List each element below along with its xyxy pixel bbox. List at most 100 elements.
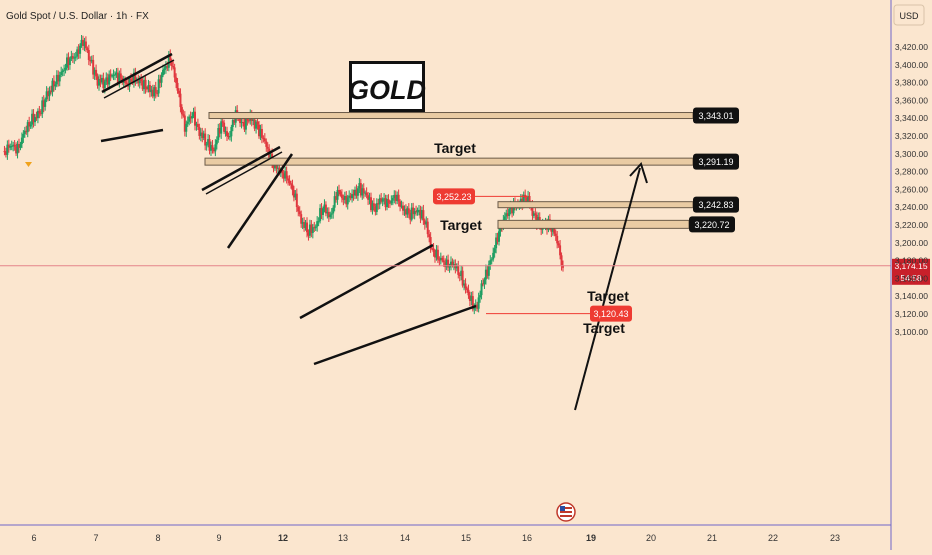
symbol-title[interactable]: Gold Spot / U.S. Dollar · 1h · FX xyxy=(6,11,149,22)
candle-body xyxy=(508,209,511,216)
candle-body xyxy=(162,69,164,76)
trendline-upper-1b xyxy=(103,59,175,99)
time-axis[interactable]: 6 7 8 9 12 13 14 15 16 19 20 21 22 23 xyxy=(0,524,891,543)
y-tick-label: 3,400.00 xyxy=(895,60,928,70)
target-zone-band xyxy=(497,219,690,229)
candle-body xyxy=(420,210,423,219)
candle-body xyxy=(218,128,221,134)
x-tick-label: 19 xyxy=(586,533,596,543)
candle-body xyxy=(492,252,495,260)
candle-body xyxy=(486,269,489,276)
candle-body xyxy=(10,145,13,147)
candle-body xyxy=(432,248,435,253)
candle-body xyxy=(468,295,471,301)
candle-body xyxy=(306,222,308,233)
candle-body xyxy=(441,257,444,261)
currency-button[interactable]: USD xyxy=(893,4,925,26)
candle-body xyxy=(281,169,284,174)
currency-button-frame xyxy=(893,4,925,26)
candle-body xyxy=(48,90,51,97)
candle-body xyxy=(339,191,342,195)
candle-body xyxy=(156,93,159,95)
candle-body xyxy=(211,145,214,150)
price-tag-label: 3,120.43 xyxy=(593,309,628,319)
candle-body xyxy=(50,90,52,93)
x-tick-label: 6 xyxy=(31,533,36,543)
candle-body xyxy=(89,59,92,62)
candle-body xyxy=(221,121,224,123)
candle-body xyxy=(314,226,317,229)
candle-body xyxy=(256,121,259,125)
candle-body xyxy=(207,139,210,145)
candle-body xyxy=(356,188,359,196)
last-price-tag xyxy=(892,258,930,285)
candle-body xyxy=(275,163,278,169)
candle-body xyxy=(320,208,323,215)
candle-body xyxy=(330,213,333,215)
candle-body xyxy=(297,207,300,212)
candle-body xyxy=(173,67,176,78)
candle-body xyxy=(195,123,198,126)
candle-body xyxy=(506,213,509,216)
event-flag-icon[interactable] xyxy=(556,502,576,522)
candle-body xyxy=(28,122,31,127)
candle-body xyxy=(134,72,137,81)
candle-body xyxy=(381,199,384,202)
candle-body xyxy=(29,124,32,127)
candle-body xyxy=(180,107,183,115)
candle-body xyxy=(358,183,361,189)
candle-body xyxy=(372,203,375,207)
x-tick-label: 12 xyxy=(278,533,288,543)
candle-body xyxy=(140,78,143,81)
candle-body xyxy=(496,237,499,242)
candle-body xyxy=(150,89,153,93)
candle-body xyxy=(348,195,351,198)
trendline-upper-2b xyxy=(205,151,283,195)
candle-body xyxy=(359,183,362,196)
candle-body xyxy=(345,195,348,205)
candle-body xyxy=(45,91,48,100)
candle-body xyxy=(20,137,23,145)
target-label: Target xyxy=(587,288,629,304)
candle-body xyxy=(58,74,61,82)
y-tick-label: 3,260.00 xyxy=(895,184,928,194)
candle-body xyxy=(148,85,151,93)
candle-body xyxy=(87,49,90,60)
candle-body xyxy=(115,72,118,75)
candle-body xyxy=(25,130,28,133)
candle-body xyxy=(311,227,314,234)
candle-body xyxy=(38,110,41,114)
candle-body xyxy=(425,221,428,225)
candle-body xyxy=(429,237,432,249)
candle-body xyxy=(352,194,355,196)
candle-body xyxy=(90,59,93,62)
candle-body xyxy=(80,39,83,46)
candle-body xyxy=(147,85,150,90)
candle-body xyxy=(160,75,163,83)
candle-body xyxy=(367,195,370,200)
y-tick-label: 3,360.00 xyxy=(895,95,928,105)
candle-body xyxy=(557,243,560,246)
x-tick-label: 16 xyxy=(522,533,532,543)
candle-body xyxy=(396,194,399,201)
x-tick-label: 15 xyxy=(461,533,471,543)
candle-body xyxy=(178,90,180,94)
candle-body xyxy=(164,65,167,69)
candle-body xyxy=(212,149,215,152)
candle-body xyxy=(452,264,455,266)
target-zone-band xyxy=(208,112,694,120)
price-axis[interactable]: 3,420.00 3,400.00 3,380.00 3,360.00 3,340.00… xyxy=(890,0,928,550)
candle-body xyxy=(290,183,292,185)
candle-body xyxy=(386,199,388,208)
candle-body xyxy=(66,57,68,68)
candle-body xyxy=(144,79,147,89)
candle-body xyxy=(32,113,35,123)
candle-body xyxy=(230,126,233,137)
candle-body xyxy=(327,211,330,218)
candle-body xyxy=(460,270,463,276)
target-price-label: 3,291.19 xyxy=(698,157,733,167)
candle-body xyxy=(483,279,486,285)
x-tick-label: 13 xyxy=(338,533,348,543)
candle-body xyxy=(52,80,55,87)
